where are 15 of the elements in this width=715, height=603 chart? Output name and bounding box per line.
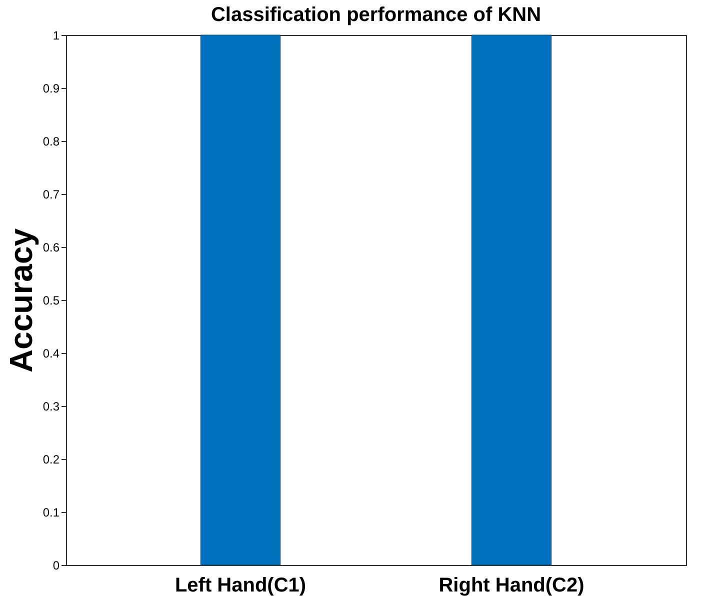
chart-title: Classification performance of KNN (210, 4, 542, 26)
x-tick-label: Left Hand(C1) (174, 574, 306, 596)
y-tick-label: 1 (52, 28, 60, 42)
y-tick-label: 0.5 (42, 294, 60, 308)
y-tick-label: 0 (52, 558, 60, 572)
y-tick-label: 0.3 (42, 400, 60, 414)
y-tick-label: 0.8 (42, 134, 60, 148)
y-tick-label: 0.6 (42, 240, 60, 254)
y-axis-title: Accuracy (2, 228, 39, 373)
x-tick-label: Right Hand(C2) (438, 574, 584, 596)
y-tick-label: 0.2 (42, 452, 60, 466)
y-tick-label: 0.4 (42, 346, 60, 360)
y-tick-label: 0.9 (42, 82, 60, 96)
y-tick-label: 0.1 (42, 506, 60, 520)
y-tick-label: 0.7 (42, 188, 60, 202)
